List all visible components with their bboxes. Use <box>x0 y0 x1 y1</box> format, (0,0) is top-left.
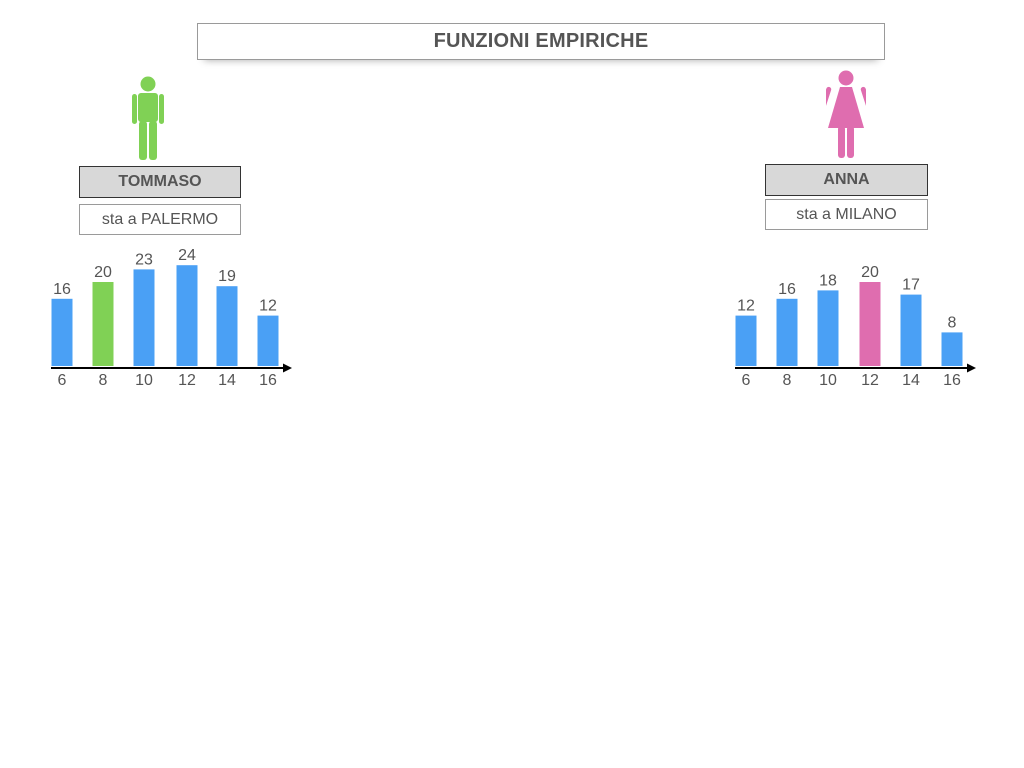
bar-value-label: 16 <box>778 281 796 298</box>
person-name-box: ANNA <box>765 164 928 196</box>
bar <box>817 290 839 366</box>
x-tick-label: 16 <box>943 372 961 389</box>
person-city: sta a MILANO <box>796 205 897 223</box>
x-tick-label: 10 <box>819 372 837 389</box>
person-name-box: TOMMASO <box>79 166 241 198</box>
anna-bar-chart: 12 6 16 8 18 10 20 12 17 14 8 16 <box>735 264 976 389</box>
bar-value-label: 23 <box>135 251 153 268</box>
bar <box>776 298 798 366</box>
x-tick-label: 14 <box>902 372 920 389</box>
bar <box>257 315 279 366</box>
bar-value-label: 12 <box>259 298 277 315</box>
x-axis-arrow <box>283 363 292 373</box>
bar <box>176 265 198 366</box>
bar-value-label: 20 <box>94 264 112 281</box>
bar <box>941 332 963 366</box>
person-name: TOMMASO <box>118 173 202 190</box>
x-tick-label: 6 <box>58 372 67 389</box>
tommaso-bar-chart: 16 6 20 8 23 10 24 12 19 14 12 16 <box>51 247 292 389</box>
x-tick-label: 16 <box>259 372 277 389</box>
bar-value-label: 16 <box>53 281 71 298</box>
bar-value-label: 12 <box>737 298 755 315</box>
person-name: ANNA <box>823 171 870 188</box>
bar-value-label: 18 <box>819 272 837 289</box>
bar-value-label: 8 <box>948 314 957 331</box>
bar <box>216 286 238 366</box>
bar <box>859 282 881 366</box>
x-tick-label: 8 <box>783 372 792 389</box>
person-city: sta a PALERMO <box>101 210 219 228</box>
x-tick-label: 12 <box>861 372 879 389</box>
bar-value-label: 20 <box>861 264 879 281</box>
bar <box>735 315 757 366</box>
person-city-box: sta a MILANO <box>765 199 928 230</box>
page-title: FUNZIONI EMPIRICHE <box>433 30 649 52</box>
bar <box>51 298 73 366</box>
bar <box>92 282 114 366</box>
x-tick-label: 10 <box>135 372 153 389</box>
x-tick-label: 6 <box>742 372 751 389</box>
bar-value-label: 24 <box>178 247 196 264</box>
bar <box>900 294 922 366</box>
person-city-box: sta a PALERMO <box>79 204 241 235</box>
male-person-icon <box>132 76 164 160</box>
x-tick-label: 12 <box>178 372 196 389</box>
bar-value-label: 19 <box>218 268 236 285</box>
title-box: FUNZIONI EMPIRICHE <box>197 23 885 60</box>
bar <box>133 269 155 366</box>
x-tick-label: 8 <box>99 372 108 389</box>
female-person-icon <box>826 70 866 158</box>
x-tick-label: 14 <box>218 372 236 389</box>
bar-value-label: 17 <box>902 277 920 294</box>
x-axis-arrow <box>967 363 976 373</box>
